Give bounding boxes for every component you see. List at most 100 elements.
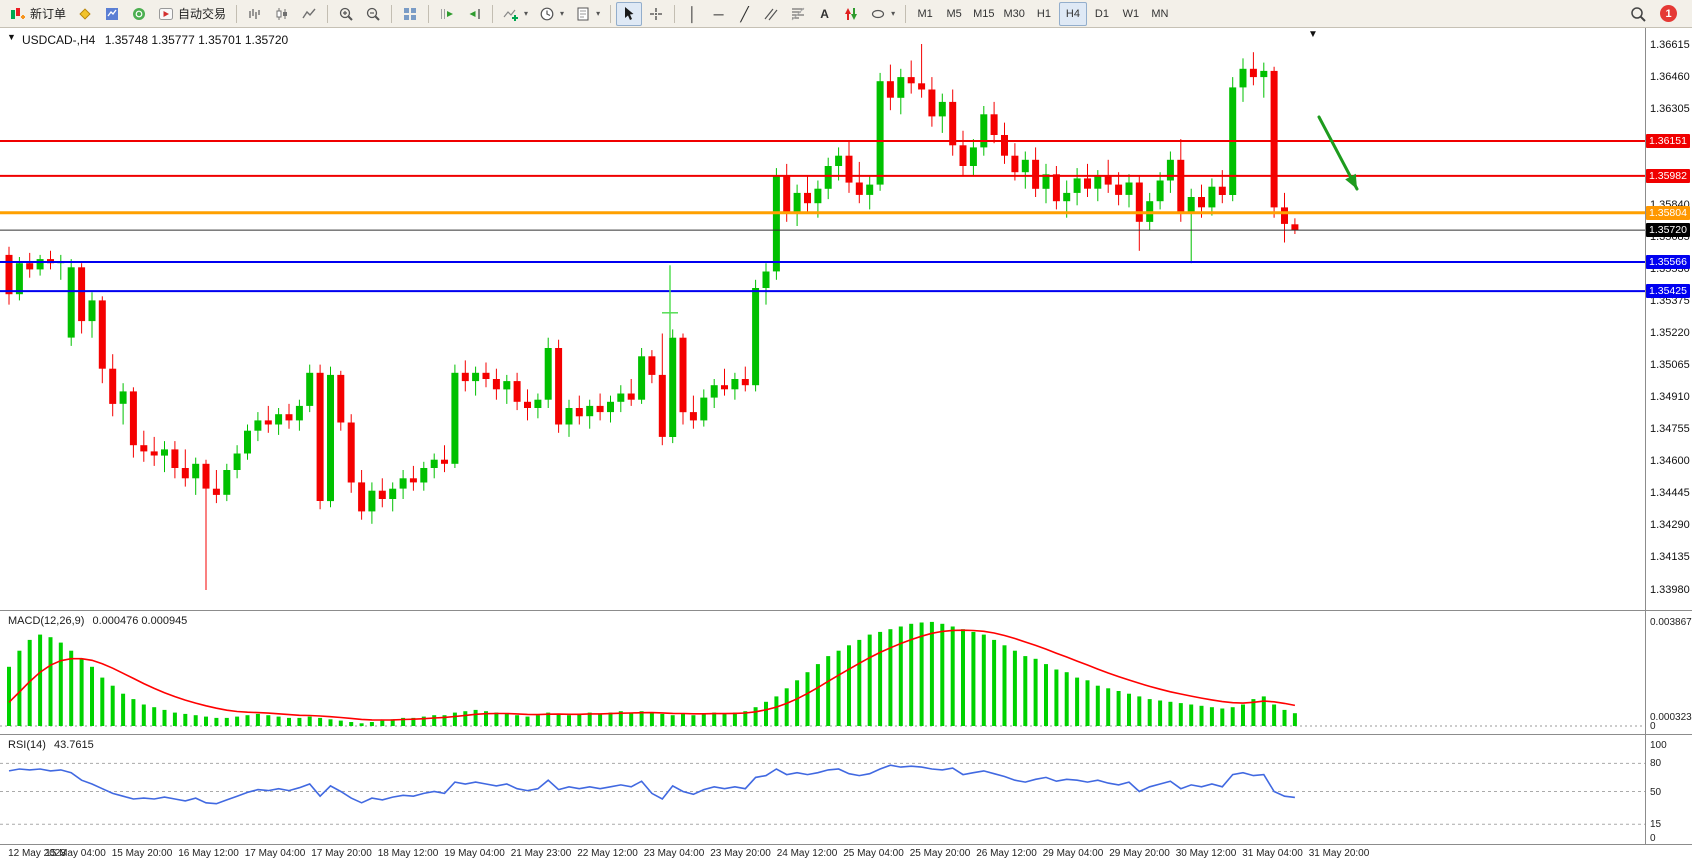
templates-icon (577, 7, 589, 20)
line-chart-icon (302, 8, 316, 18)
periods-clock-icon (540, 7, 554, 20)
arrows-button[interactable] (838, 2, 864, 26)
time-axis-label: 17 May 20:00 (311, 848, 372, 859)
macd-axis-label: 0.003867 (1650, 617, 1692, 628)
time-axis-label: 17 May 04:00 (244, 848, 306, 859)
time-axis-label: 12 May 2023 (8, 848, 66, 859)
vertical-line-button[interactable]: │ (680, 2, 705, 26)
price-axis-tag: 1.35566 (1646, 255, 1690, 269)
timeframe-m30-button[interactable]: M30 (1000, 2, 1029, 26)
time-axis-label: 16 May 12:00 (178, 848, 239, 859)
panel-splitter[interactable] (0, 844, 1692, 845)
new-order-label: 新订单 (30, 7, 67, 21)
time-axis-label: 29 May 20:00 (1109, 848, 1170, 859)
notification-badge[interactable]: 1 (1660, 5, 1677, 22)
tile-windows-button[interactable] (397, 2, 423, 26)
trendline-button[interactable]: ╱ (732, 2, 757, 26)
timeframe-w1-button[interactable]: W1 (1117, 2, 1145, 26)
macd-panel[interactable] (0, 611, 1645, 734)
panel-splitter[interactable] (0, 734, 1692, 735)
timeframe-h1-button[interactable]: H1 (1030, 2, 1058, 26)
text-tool-icon: A (820, 6, 829, 21)
mql5-community-button[interactable] (126, 2, 152, 26)
crosshair-icon (650, 7, 663, 20)
periods-button[interactable]: ▾ (534, 2, 569, 26)
rsi-indicator-label: RSI(14) 43.7615 (8, 739, 99, 751)
text-button[interactable]: A (812, 2, 837, 26)
tile-windows-icon (404, 7, 417, 20)
timeframe-label: D1 (1094, 7, 1109, 20)
crosshair-button[interactable] (643, 2, 669, 26)
price-axis-label: 1.34445 (1650, 487, 1690, 500)
chevron-down-icon: ▾ (596, 9, 601, 18)
auto-scroll-icon (441, 8, 454, 19)
bar-chart-button[interactable] (242, 2, 268, 26)
timeframe-m5-button[interactable]: M5 (940, 2, 968, 26)
rsi-value: 43.7615 (53, 739, 94, 751)
main-price-chart[interactable] (0, 28, 1645, 610)
indicators-icon (503, 9, 519, 21)
market-watch-button[interactable] (99, 2, 125, 26)
timeframe-label: H1 (1036, 7, 1051, 20)
chart-shift-button[interactable] (461, 2, 487, 26)
time-axis-label: 19 May 04:00 (444, 848, 505, 859)
price-axis-tag: 1.35804 (1646, 205, 1690, 220)
search-button[interactable] (1624, 2, 1652, 26)
line-chart-button[interactable] (296, 2, 322, 26)
chart-shift-marker-icon[interactable]: ▼ (1308, 29, 1318, 40)
time-axis[interactable]: 12 May 2023 15 May 04:00 15 May 20:00 16 Ma… (0, 847, 1692, 866)
zoom-in-button[interactable] (333, 2, 359, 26)
candlestick-chart-button[interactable] (269, 2, 295, 26)
toolbar-separator (391, 4, 393, 23)
price-axis-label: 1.36460 (1650, 70, 1690, 83)
timeframe-label: MN (1151, 7, 1169, 20)
trendline-icon: ╱ (740, 5, 749, 22)
toolbar-separator (610, 4, 612, 23)
macd-axis-label: 0.000323 (1650, 712, 1692, 724)
auto-scroll-button[interactable] (434, 2, 460, 26)
price-axis-label: 1.34290 (1650, 519, 1690, 532)
time-axis-label: 15 May 04:00 (45, 848, 106, 859)
price-axis-border (1645, 28, 1646, 845)
timeframe-label: M1 (917, 7, 933, 20)
shapes-icon (871, 9, 885, 18)
time-axis-label: 25 May 04:00 (843, 848, 904, 859)
fibonacci-button[interactable] (785, 2, 811, 26)
price-axis-label: 1.34135 (1650, 551, 1690, 564)
rsi-axis-label: 0 (1650, 833, 1656, 845)
rsi-axis-label: 80 (1650, 758, 1662, 770)
timeframe-d1-button[interactable]: D1 (1088, 2, 1116, 26)
horizontal-line-button[interactable]: ─ (706, 2, 731, 26)
chart-menu-icon[interactable]: ▼ (7, 32, 16, 42)
zoom-out-icon (366, 7, 380, 21)
equidistant-channel-button[interactable] (758, 2, 784, 26)
indicators-button[interactable]: ▾ (498, 2, 533, 26)
macd-indicator-label: MACD(12,26,9) 0.000476 0.000945 (8, 615, 192, 627)
rsi-panel[interactable] (0, 735, 1645, 844)
timeframe-m15-button[interactable]: M15 (969, 2, 998, 26)
toolbar-right-group: 1 (1624, 2, 1687, 26)
templates-button[interactable]: ▾ (570, 2, 605, 26)
search-icon (1631, 6, 1646, 22)
cursor-button[interactable] (616, 1, 643, 26)
time-axis-label: 31 May 04:00 (1242, 848, 1303, 859)
time-axis-label: 23 May 04:00 (643, 848, 705, 859)
timeframe-mn-button[interactable]: MN (1146, 2, 1174, 26)
metaeditor-button[interactable] (72, 2, 98, 26)
autotrading-button[interactable]: 自动交易 (153, 2, 231, 26)
bar-chart-icon (249, 8, 260, 19)
new-order-button[interactable]: 新订单 (5, 2, 71, 26)
timeframe-m1-button[interactable]: M1 (911, 2, 939, 26)
zoom-out-button[interactable] (360, 2, 386, 26)
metaeditor-icon (79, 7, 91, 20)
shapes-button[interactable]: ▾ (865, 2, 900, 26)
chevron-down-icon: ▾ (560, 9, 565, 18)
macd-values: 0.000476 0.000945 (92, 615, 188, 627)
time-axis-label: 22 May 12:00 (577, 848, 638, 859)
timeframe-h4-button[interactable]: H4 (1058, 1, 1087, 26)
cursor-icon (625, 6, 634, 20)
rsi-axis-label: 15 (1650, 819, 1662, 831)
panel-splitter[interactable] (0, 610, 1692, 611)
macd-title: MACD(12,26,9) (8, 615, 85, 627)
fibonacci-icon (791, 7, 805, 20)
